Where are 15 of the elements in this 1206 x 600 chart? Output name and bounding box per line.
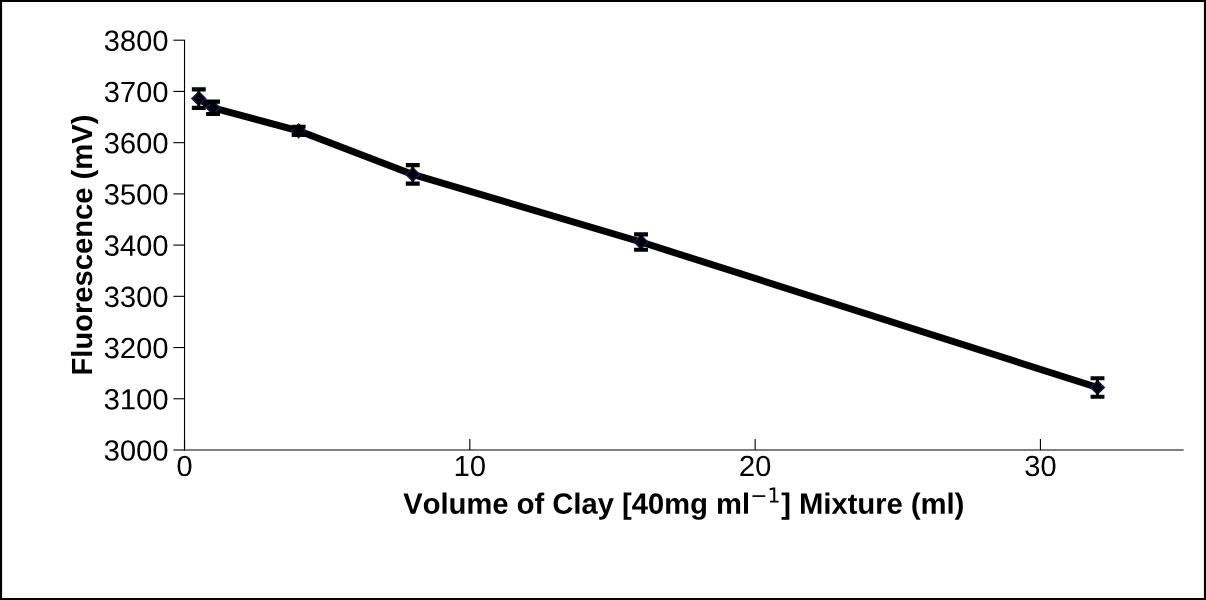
y-tick-label: 3000 [104, 440, 168, 461]
x-tick-label: 30 [1025, 455, 1056, 477]
y-tick-label: 3200 [104, 337, 168, 359]
x-tick-label: 20 [740, 455, 771, 477]
x-tick-label: 0 [177, 455, 192, 477]
y-tick-label: 3800 [104, 30, 168, 52]
y-tick-label: 3300 [104, 286, 168, 308]
y-tick-label: 3700 [104, 81, 168, 103]
y-tick-label: 3600 [104, 132, 168, 154]
x-axis-title: Volume of Clay [40mg ml$^{−1}$] Mixture (ml) [403, 487, 963, 520]
y-tick-label: 3400 [104, 235, 168, 256]
y-tick-label: 3500 [104, 184, 168, 205]
y-axis-title: Fluorescence (mV) [70, 116, 99, 374]
x-tick-label: 10 [455, 455, 485, 477]
y-tick-label: 3100 [104, 388, 168, 410]
